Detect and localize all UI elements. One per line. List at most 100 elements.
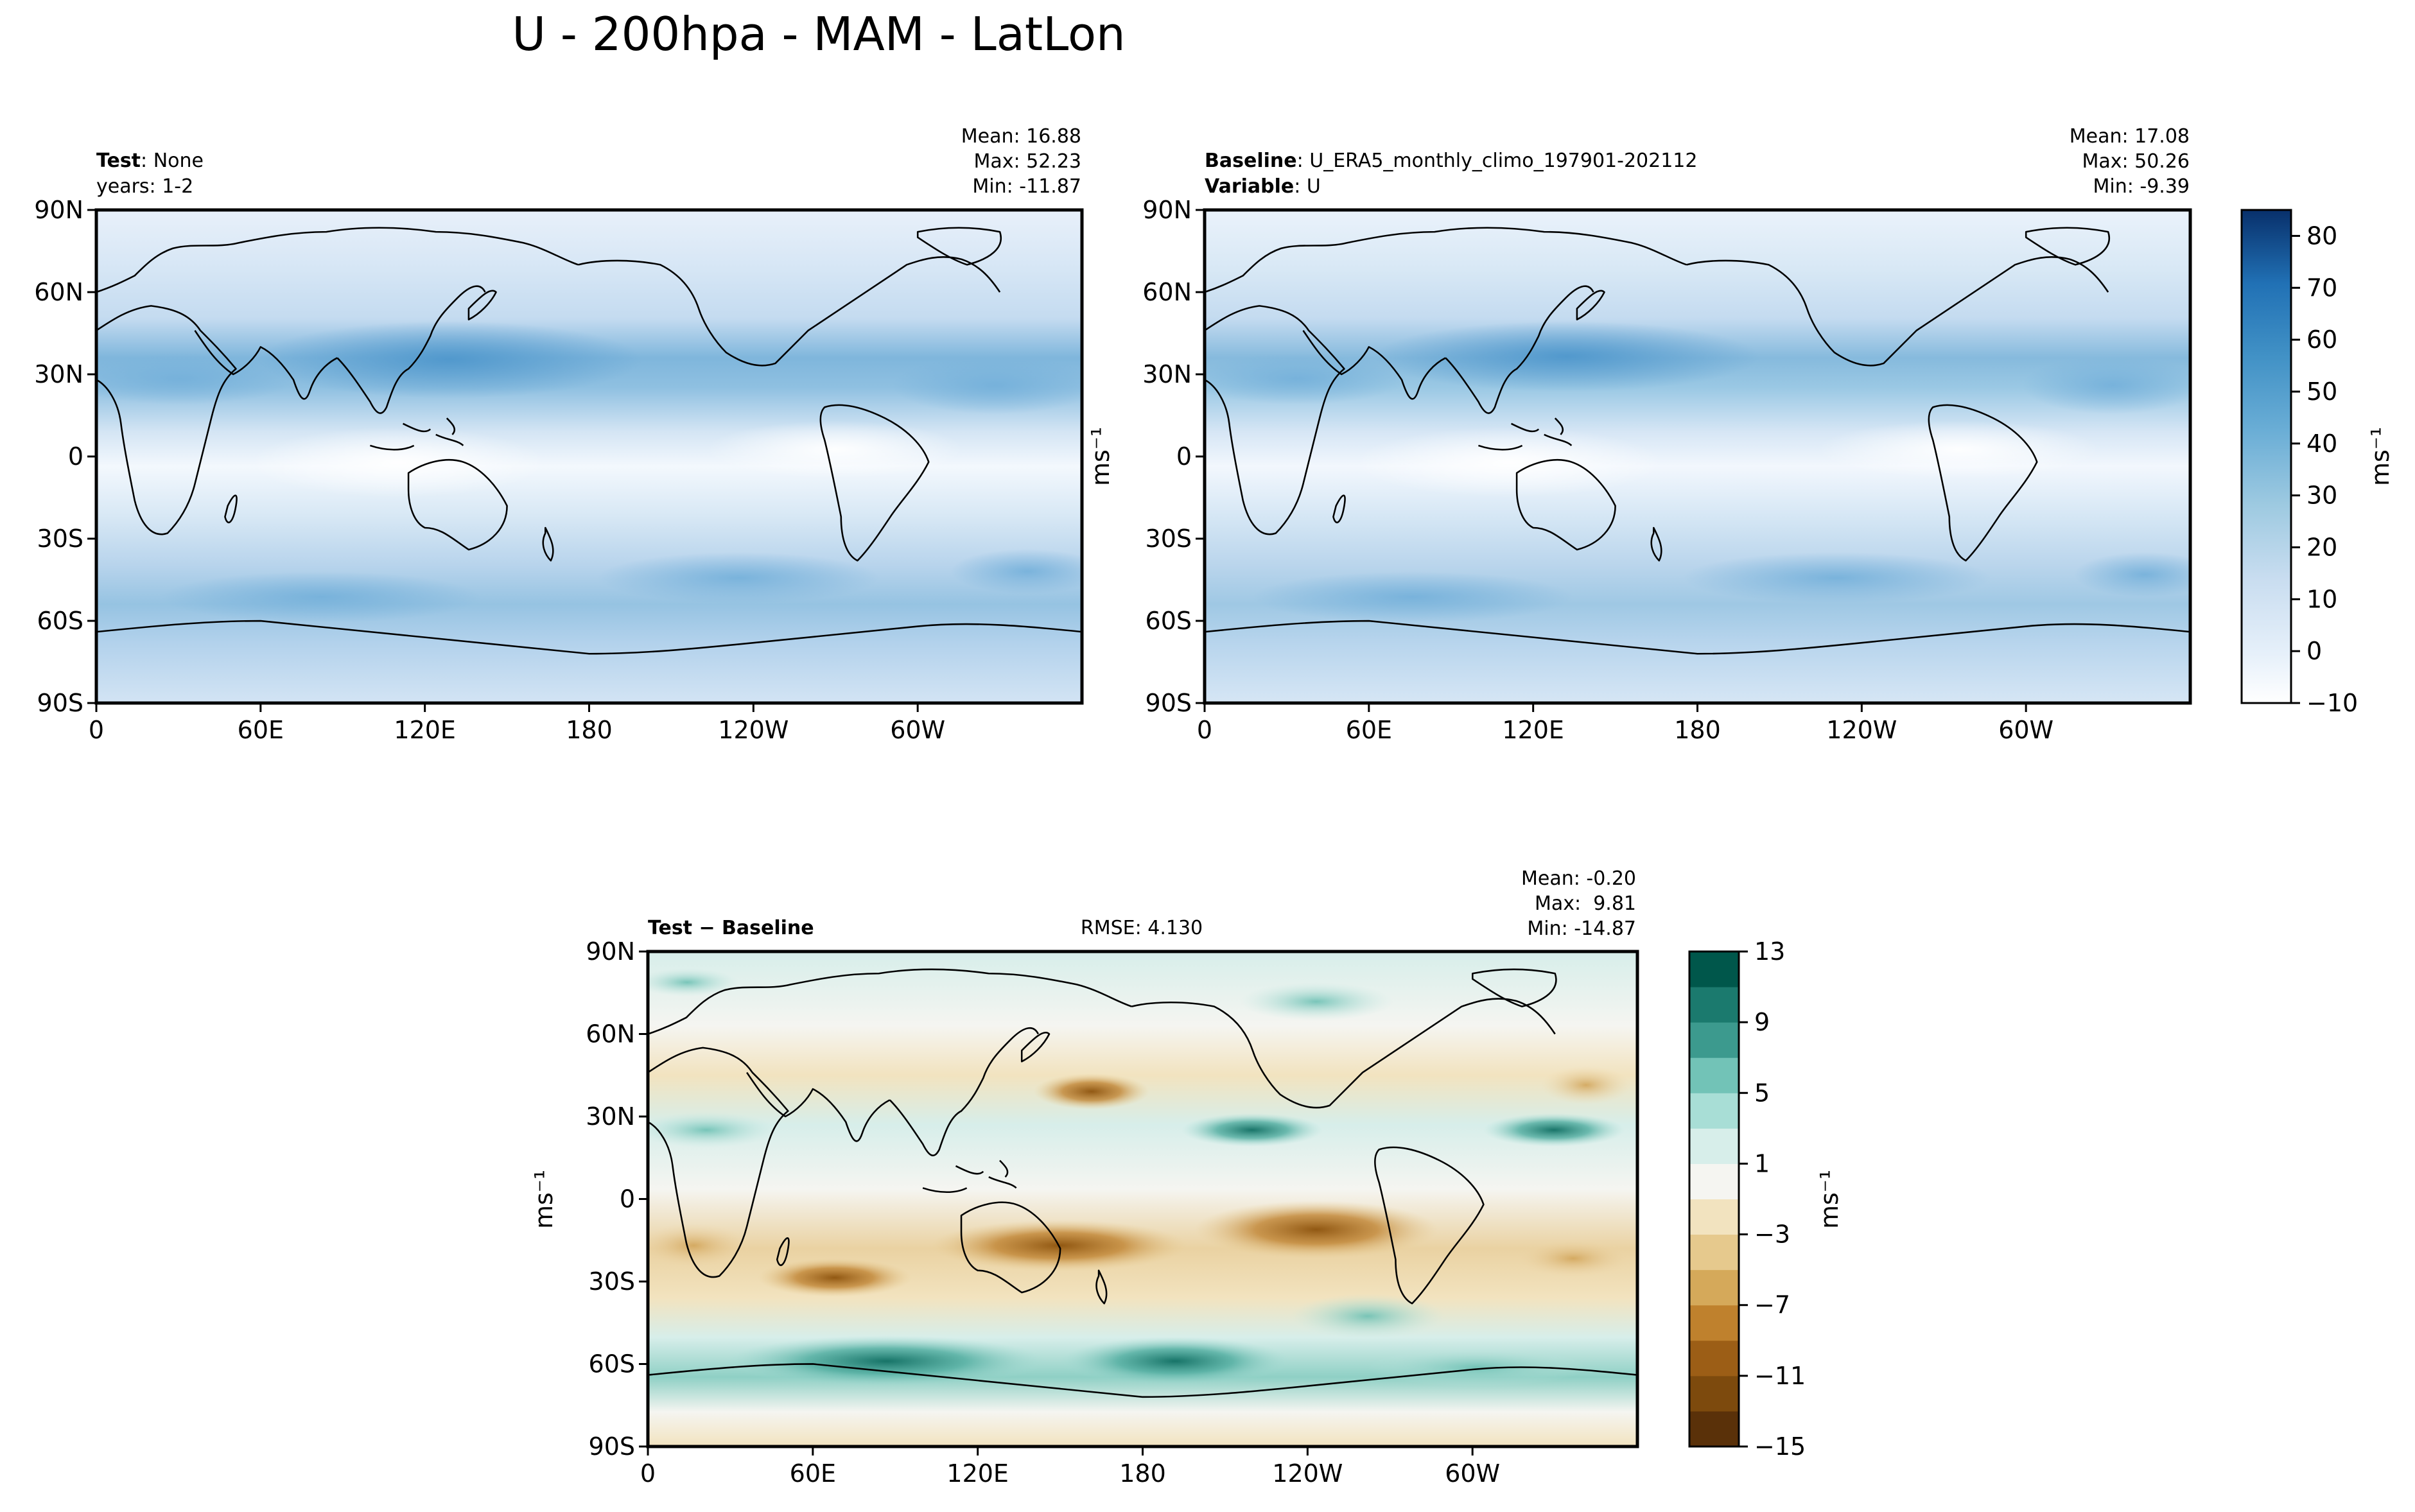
figure-title: U - 200hpa - MAM - LatLon (512, 7, 1125, 61)
colorbar-tick-label: 9 (1754, 1008, 1770, 1036)
colorbar-tick-label: −3 (1754, 1221, 1790, 1249)
baseline-ylabel: ms⁻¹ (1086, 427, 1115, 486)
colorbar-bin (1689, 1022, 1739, 1058)
x-tick-label: 120W (718, 716, 789, 744)
colorbar-bin (1689, 1057, 1739, 1093)
diff-label: Test − Baseline (648, 917, 814, 939)
colorbar-tick-label: −11 (1754, 1362, 1806, 1390)
x-tick-label: 60W (1998, 716, 2053, 744)
colorbar-bin (1689, 987, 1739, 1023)
diff-ylabel: ms⁻¹ (530, 1170, 558, 1229)
y-tick-label: 60S (37, 607, 83, 635)
colorbar-tick-label: 50 (2306, 378, 2337, 406)
colorbar-tick-label: 60 (2306, 326, 2337, 354)
x-tick-label: 180 (566, 716, 613, 744)
colorbar-tick-label: −7 (1754, 1291, 1790, 1319)
test-years: years: 1-2 (96, 175, 193, 198)
colorbar-tick-label: 20 (2306, 533, 2337, 561)
baseline-max: Max: 50.26 (2082, 150, 2190, 173)
test-mean: Mean: 16.88 (961, 125, 1081, 148)
y-tick-label: 90N (586, 937, 635, 966)
colorbar-tick-label: 70 (2306, 274, 2337, 302)
colorbar-bin (1689, 1411, 1739, 1447)
test-max: Max: 52.23 (973, 150, 1081, 173)
diff-min: Min: -14.87 (1527, 917, 1636, 940)
x-tick-label: 120W (1826, 716, 1897, 744)
y-tick-label: 0 (1176, 442, 1192, 471)
x-tick-label: 0 (640, 1459, 656, 1488)
y-tick-label: 30N (1142, 360, 1192, 388)
x-tick-label: 120E (946, 1459, 1009, 1488)
x-tick-label: 60E (238, 716, 284, 744)
colorbar-tick-label: 30 (2306, 482, 2337, 510)
diff-colorbar: 13 9 5 1 −3 −7 −11 −15 ms⁻¹ (1688, 937, 1844, 1461)
diff-rmse: RMSE: 4.130 (1081, 917, 1203, 939)
colorbar-tick-label: 5 (1754, 1079, 1770, 1107)
colorbar-bin (1689, 1305, 1739, 1341)
diff-panel: Test − Baseline RMSE: 4.130 Mean: -0.20 … (530, 867, 1639, 1488)
x-tick-label: 0 (89, 716, 104, 744)
colorbar-bin (1689, 1340, 1739, 1377)
y-tick-label: 90S (1146, 689, 1192, 717)
x-tick-label: 120E (1502, 716, 1564, 744)
colorbar-tick-label: −10 (2306, 689, 2358, 717)
baseline-map (1205, 210, 2190, 703)
colorbar-bin (1689, 1199, 1739, 1235)
y-tick-label: 90N (34, 196, 83, 224)
baseline-mean: Mean: 17.08 (2070, 125, 2190, 148)
x-tick-label: 0 (1197, 716, 1212, 744)
x-tick-label: 120E (394, 716, 456, 744)
x-tick-label: 60E (1346, 716, 1392, 744)
colorbar-bin (1689, 1234, 1739, 1271)
test-label: Test: None (96, 150, 204, 172)
colorbar-tick-label: 13 (1754, 937, 1785, 966)
y-tick-label: 0 (68, 442, 83, 471)
y-tick-label: 30S (1146, 525, 1192, 553)
diff-map (648, 952, 1637, 1447)
y-tick-label: 30N (586, 1102, 635, 1131)
baseline-min: Min: -9.39 (2093, 175, 2190, 198)
x-tick-label: 120W (1272, 1459, 1343, 1488)
colorbar-tick-label: 80 (2306, 222, 2337, 250)
colorbar-bin (1689, 1163, 1739, 1199)
y-tick-label: 30S (37, 525, 83, 553)
colorbar-tick-label: −15 (1754, 1432, 1806, 1461)
colorbar-bin (1689, 1269, 1739, 1306)
y-tick-label: 60N (586, 1020, 635, 1048)
blue-colorbar-label: ms⁻¹ (2366, 427, 2394, 486)
y-tick-label: 30N (34, 360, 83, 388)
y-tick-label: 60N (1142, 278, 1192, 306)
colorbar-tick-label: 40 (2306, 430, 2337, 458)
x-tick-label: 180 (1119, 1459, 1166, 1488)
diff-mean: Mean: -0.20 (1521, 867, 1636, 890)
x-tick-label: 60E (790, 1459, 836, 1488)
x-tick-label: 60W (890, 716, 945, 744)
colorbar-tick-label: 0 (2306, 637, 2322, 665)
blue-colorbar: −10 0 10 20 30 40 50 60 70 80 ms⁻¹ (2240, 209, 2394, 717)
y-tick-label: 60S (589, 1350, 635, 1378)
y-tick-label: 60N (34, 278, 83, 306)
x-tick-label: 60W (1445, 1459, 1500, 1488)
y-tick-label: 30S (589, 1267, 635, 1296)
baseline-variable: Variable: U (1205, 175, 1321, 198)
x-tick-label: 180 (1674, 716, 1721, 744)
y-tick-label: 90N (1142, 196, 1192, 224)
colorbar-tick-label: 10 (2306, 585, 2337, 613)
colorbar-bin (1689, 1093, 1739, 1129)
test-min: Min: -11.87 (972, 175, 1081, 198)
diff-colorbar-label: ms⁻¹ (1815, 1170, 1844, 1229)
test-map (96, 210, 1082, 703)
baseline-label: Baseline: U_ERA5_monthly_climo_197901-20… (1205, 150, 1697, 172)
y-tick-label: 60S (1146, 607, 1192, 635)
baseline-panel: Baseline: U_ERA5_monthly_climo_197901-20… (1086, 125, 2192, 744)
colorbar-tick-label: 1 (1754, 1149, 1770, 1177)
colorbar-bin (1689, 1375, 1739, 1412)
y-tick-label: 90S (589, 1432, 635, 1461)
y-tick-label: 0 (620, 1185, 635, 1213)
colorbar-bin (1689, 1128, 1739, 1164)
y-tick-label: 90S (37, 689, 83, 717)
colorbar-bin (1689, 952, 1739, 987)
test-panel: Test: None years: 1-2 Mean: 16.88 Max: 5… (34, 125, 1084, 744)
diff-max: Max: 9.81 (1535, 892, 1636, 915)
